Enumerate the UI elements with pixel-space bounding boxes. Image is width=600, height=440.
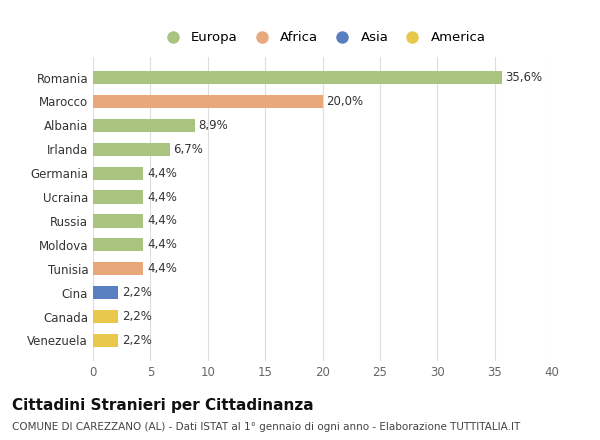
Text: 6,7%: 6,7% [173, 143, 203, 156]
Bar [93, 262, 143, 275]
Text: 4,4%: 4,4% [147, 191, 177, 204]
Text: COMUNE DI CAREZZANO (AL) - Dati ISTAT al 1° gennaio di ogni anno - Elaborazione : COMUNE DI CAREZZANO (AL) - Dati ISTAT al… [12, 422, 520, 432]
Bar [93, 167, 143, 180]
Text: 4,4%: 4,4% [147, 167, 177, 180]
Text: 35,6%: 35,6% [505, 71, 542, 84]
Bar [93, 334, 118, 347]
Text: 4,4%: 4,4% [147, 238, 177, 251]
Bar [93, 286, 118, 299]
Bar [93, 310, 118, 323]
Text: 2,2%: 2,2% [122, 334, 152, 347]
Legend: Europa, Africa, Asia, America: Europa, Africa, Asia, America [155, 27, 490, 48]
Bar [93, 143, 170, 156]
Text: Cittadini Stranieri per Cittadinanza: Cittadini Stranieri per Cittadinanza [12, 398, 314, 413]
Text: 20,0%: 20,0% [326, 95, 363, 108]
Text: 4,4%: 4,4% [147, 262, 177, 275]
Bar [93, 71, 502, 84]
Bar [93, 191, 143, 204]
Bar [93, 119, 195, 132]
Text: 8,9%: 8,9% [199, 119, 229, 132]
Text: 2,2%: 2,2% [122, 310, 152, 323]
Text: 4,4%: 4,4% [147, 214, 177, 227]
Bar [93, 95, 323, 108]
Bar [93, 214, 143, 227]
Bar [93, 238, 143, 251]
Text: 2,2%: 2,2% [122, 286, 152, 299]
